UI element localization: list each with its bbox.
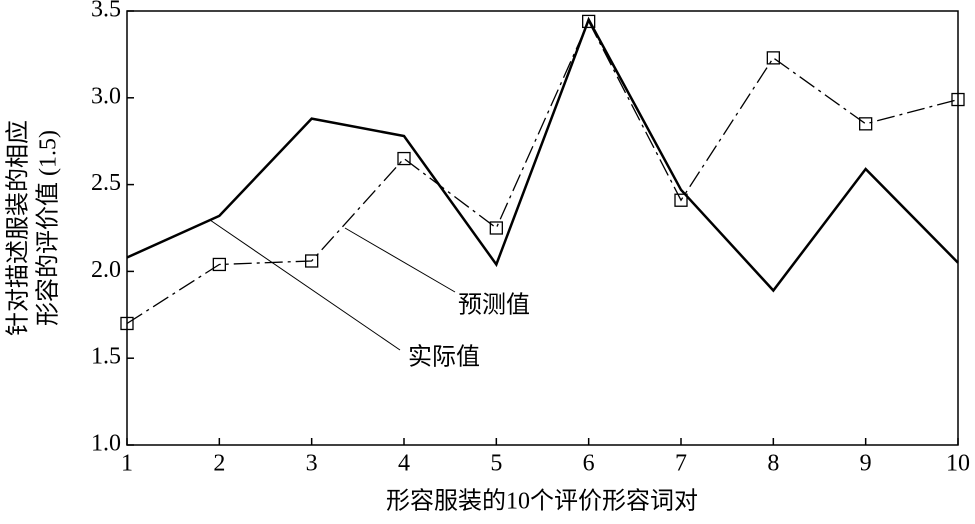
series-annotation: 预测值 <box>458 292 530 319</box>
y-tick-label: 3.0 <box>91 83 121 109</box>
y-axis-label: 形容的评价值 (1.5) <box>35 130 62 326</box>
point-marker <box>212 257 226 272</box>
point-marker <box>582 14 596 29</box>
point-marker <box>859 117 873 131</box>
x-tick-label: 8 <box>767 451 779 477</box>
plot-frame <box>126 10 959 446</box>
y-tick-label: 1.5 <box>91 344 121 370</box>
y-tick-label: 2.0 <box>91 257 121 283</box>
point-marker <box>397 151 411 166</box>
x-tick-label: 2 <box>213 451 225 477</box>
x-tick-label: 1 <box>121 451 133 477</box>
leader-line <box>344 227 456 293</box>
series-line <box>126 16 959 293</box>
series-line <box>126 19 959 325</box>
x-tick-label: 3 <box>306 451 318 477</box>
point-marker <box>766 51 780 65</box>
x-axis-label: 形容服装的10个评价形容词对 <box>386 488 698 515</box>
series-annotation: 实际值 <box>408 344 480 371</box>
point-marker <box>305 254 319 268</box>
leader-line <box>209 219 401 351</box>
y-tick-label: 3.5 <box>91 0 121 23</box>
x-tick-label: 9 <box>860 451 872 477</box>
point-marker <box>674 193 688 207</box>
x-tick-label: 6 <box>583 451 595 477</box>
point-marker <box>951 92 965 107</box>
x-tick-label: 7 <box>675 451 687 477</box>
x-tick-label: 4 <box>398 451 410 477</box>
y-axis-label: 针对描述服装的相应 <box>5 120 32 336</box>
point-marker <box>120 316 134 331</box>
point-marker <box>489 221 503 235</box>
y-tick-label: 1.0 <box>91 431 121 457</box>
y-tick-label: 2.5 <box>91 170 121 196</box>
x-tick-label: 5 <box>490 451 502 477</box>
x-tick-label: 10 <box>946 451 970 477</box>
